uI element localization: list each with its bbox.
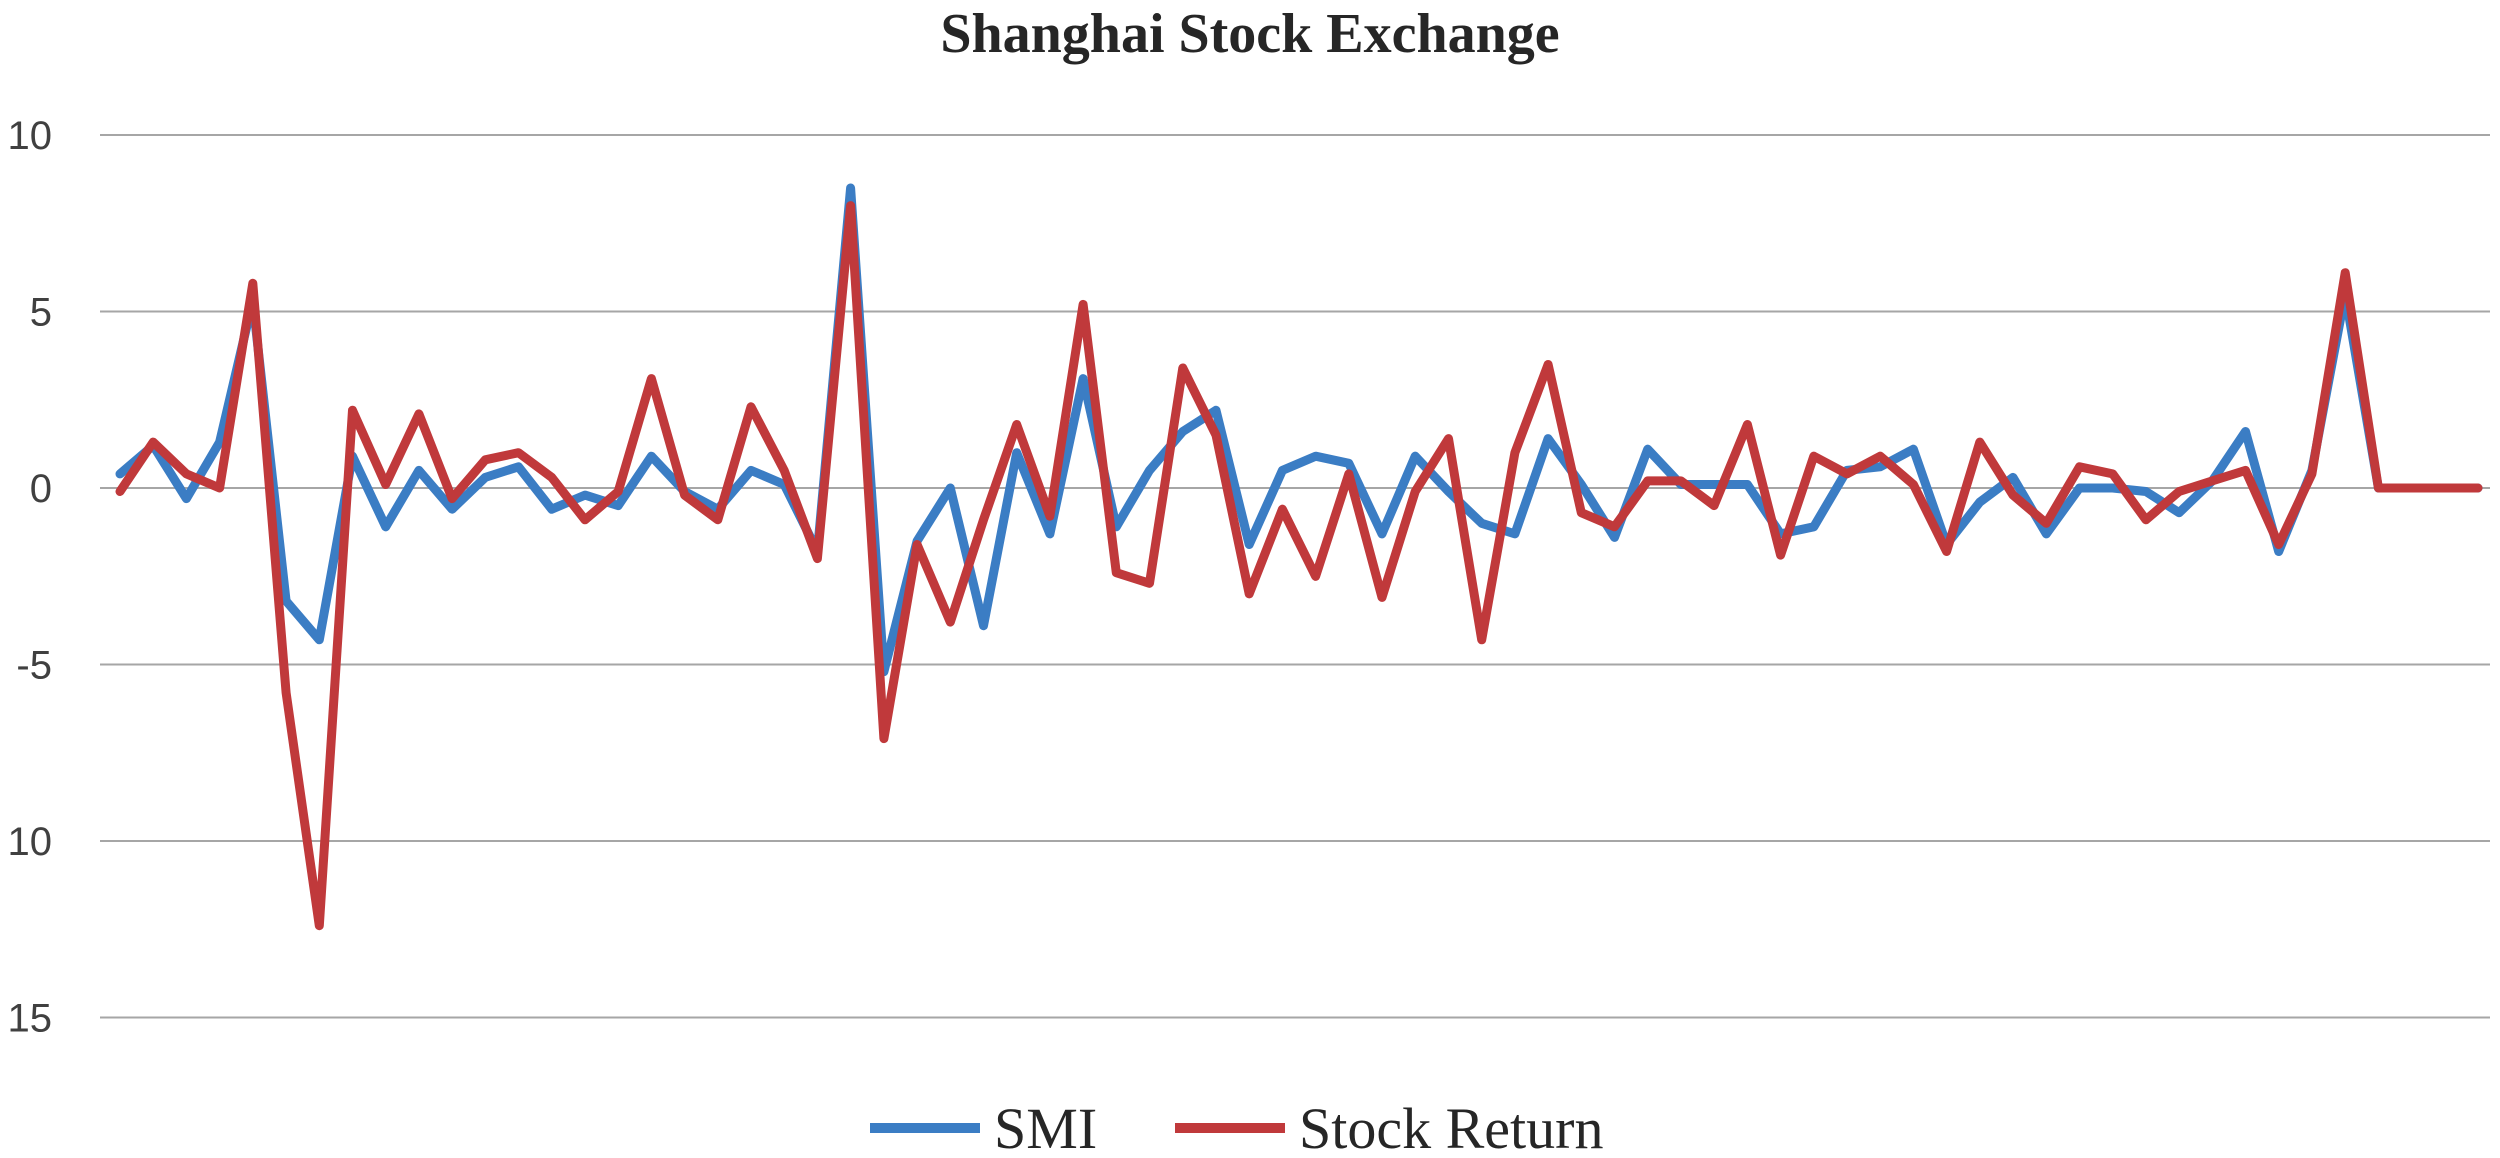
y-tick-label: 10: [8, 114, 53, 158]
y-tick-label: 5: [30, 291, 52, 335]
y-axis-ticks: 10 5 0 -5 10 15: [8, 114, 53, 1041]
series-line-smi: [115, 183, 2483, 677]
series-lines: [115, 183, 2483, 931]
legend-label: SMI: [994, 1096, 1097, 1158]
legend-label: Stock Return: [1299, 1096, 1603, 1158]
y-tick-label: 10: [8, 820, 53, 864]
y-tick-label: -5: [16, 644, 52, 688]
gridlines: [100, 134, 2490, 1019]
chart-title: Shanghai Stock Exchange: [940, 3, 1559, 65]
y-tick-label: 0: [30, 467, 52, 511]
y-tick-label: 15: [8, 997, 53, 1041]
series-line-stock-return: [115, 201, 2483, 931]
legend: SMI Stock Return: [870, 1096, 1603, 1158]
